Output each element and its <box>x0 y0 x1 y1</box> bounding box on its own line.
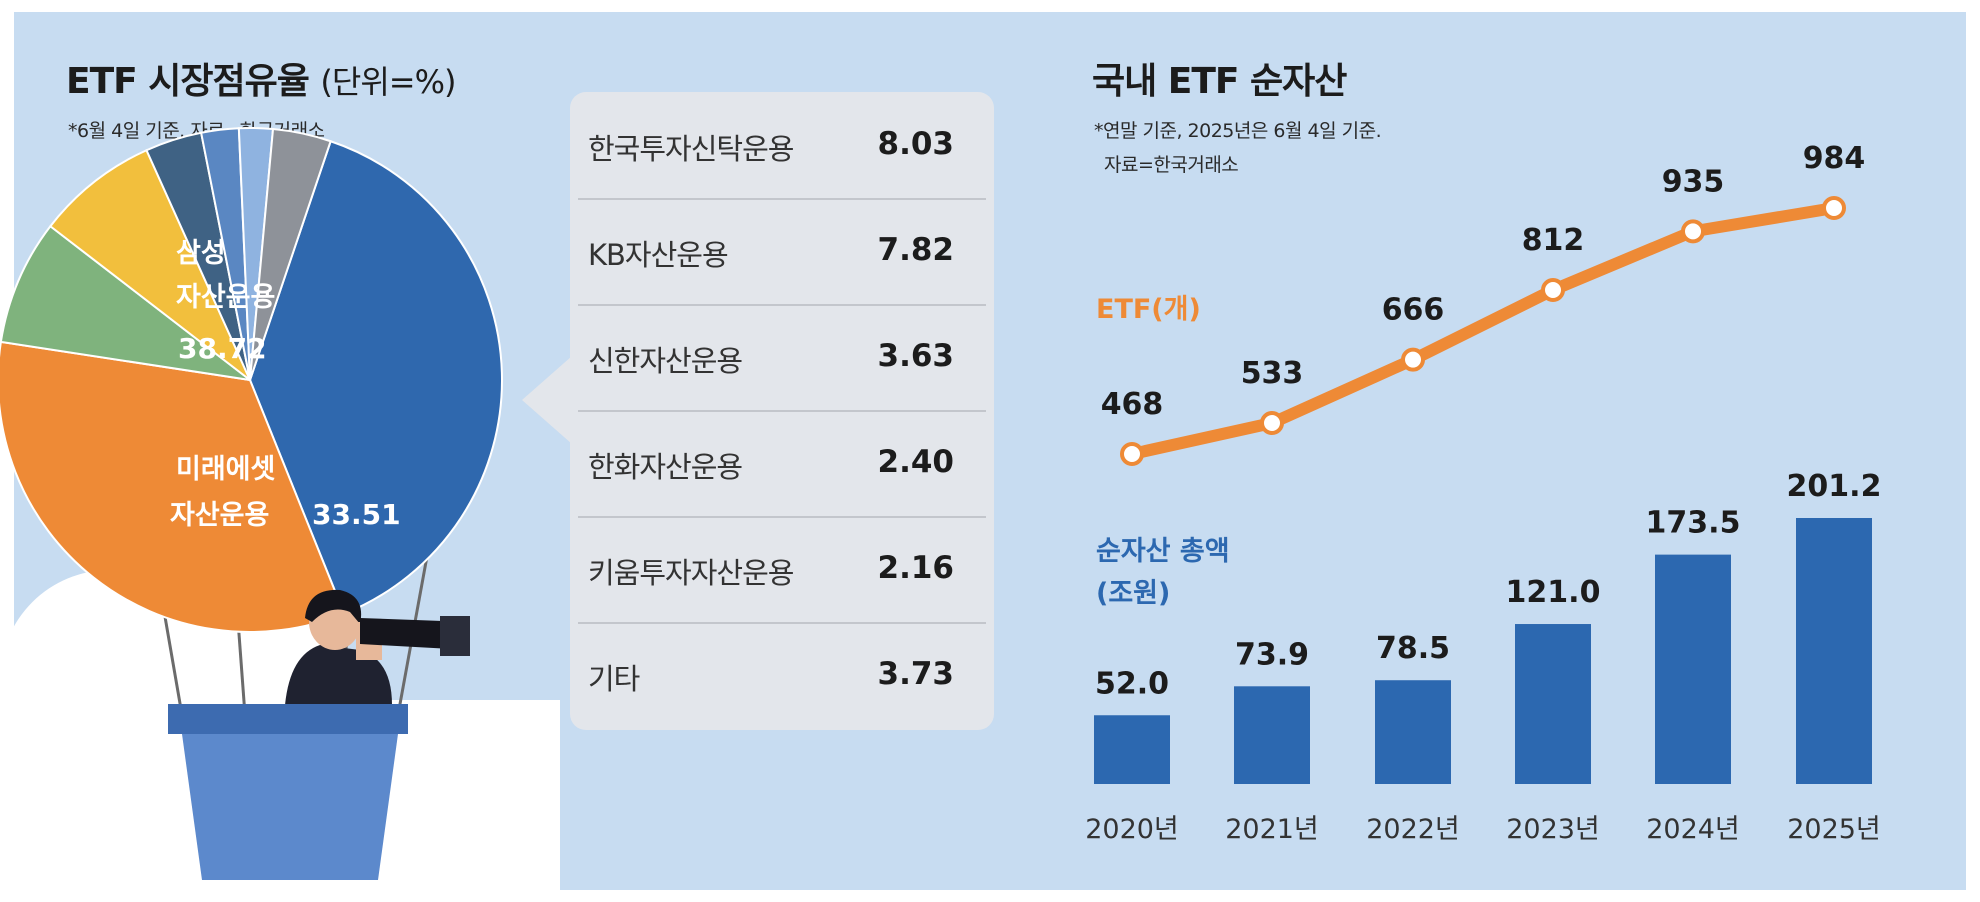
bar-value-label: 52.0 <box>1095 666 1169 701</box>
table-row-value: 7.82 <box>877 232 955 268</box>
x-tick-label: 2024년 <box>1646 814 1740 845</box>
table-divider <box>578 304 986 306</box>
table-row: 신한자산운용 3.63 <box>570 304 994 412</box>
bar-value-label: 121.0 <box>1506 575 1601 610</box>
line-value-label: 984 <box>1803 141 1866 176</box>
line-path <box>1126 202 1840 460</box>
share-table: 한국투자신탁운용 8.03 KB자산운용 7.82 신한자산운용 3.63 한화… <box>570 92 994 730</box>
table-divider <box>578 410 986 412</box>
panel-pointer <box>522 356 572 444</box>
net-title: 국내 ETF 순자산 <box>1092 61 1347 102</box>
share-title-text: ETF 시장점유율 <box>66 61 310 102</box>
pie-label-mirae-line1: 미래에셋 <box>176 454 276 485</box>
bar-series: 52.0 73.9 78.5 121.0 173.5 201.2 <box>1094 469 1881 784</box>
bar <box>1094 715 1170 784</box>
line-point <box>1681 219 1705 244</box>
table-row-value: 3.73 <box>877 656 955 692</box>
share-unit: (단위=%) <box>320 63 456 101</box>
pie-label-mirae-value: 33.51 <box>312 498 401 531</box>
table-row-name: 한국투자신탁운용 <box>588 132 794 166</box>
table-divider <box>578 516 986 518</box>
line-point <box>1260 411 1284 436</box>
line-point <box>1120 442 1144 466</box>
bar-value-label: 78.5 <box>1376 631 1450 666</box>
balloon-illustration: 삼성 자산운용 38.72 미래에셋 자산운용 33.51 <box>0 127 560 902</box>
x-tick-label: 2020년 <box>1085 814 1179 845</box>
table-row-value: 2.40 <box>877 444 955 480</box>
net-note-line2: 자료=한국거래소 <box>1104 154 1239 176</box>
pie-label-mirae-line2: 자산운용 <box>170 500 269 531</box>
line-value-label: 812 <box>1522 223 1585 258</box>
table-row-value: 3.63 <box>877 338 955 374</box>
pie-label-samsung-value: 38.72 <box>178 332 267 365</box>
bar <box>1234 686 1310 784</box>
pie-chart <box>0 127 503 633</box>
table-row: 한국투자신탁운용 8.03 <box>570 92 994 200</box>
x-tick-label: 2023년 <box>1506 814 1600 845</box>
line-point <box>1401 347 1425 372</box>
bar-value-label: 173.5 <box>1646 506 1741 541</box>
line-value-label: 468 <box>1101 387 1164 422</box>
table-row-name: 신한자산운용 <box>588 344 743 378</box>
x-tick-label: 2025년 <box>1787 814 1881 845</box>
line-value-label: 935 <box>1662 164 1725 199</box>
line-value-label: 666 <box>1382 293 1445 328</box>
bar-value-label: 201.2 <box>1787 469 1882 504</box>
table-divider <box>578 622 986 624</box>
bar <box>1655 554 1731 784</box>
pie-slice <box>249 127 332 381</box>
table-row-name: 한화자산운용 <box>588 450 743 484</box>
bar-value-label: 73.9 <box>1235 637 1309 672</box>
balloon-basket <box>168 704 408 880</box>
table-row-name: KB자산운용 <box>588 238 729 272</box>
line-series-label: ETF(개) <box>1096 294 1201 325</box>
table-row: 기타 3.73 <box>570 622 994 730</box>
table-row-name: 키움투자자산운용 <box>588 556 794 590</box>
bar <box>1796 518 1872 784</box>
table-row: 키움투자자산운용 2.16 <box>570 516 994 624</box>
table-divider <box>578 198 986 200</box>
person-with-telescope-illustration <box>285 589 470 705</box>
table-row-value: 8.03 <box>877 126 955 162</box>
table-row: 한화자산운용 2.40 <box>570 410 994 518</box>
table-row-name: 기타 <box>588 662 640 696</box>
table-row-value: 2.16 <box>877 550 955 586</box>
bar <box>1515 624 1591 784</box>
pie-label-samsung-line2: 자산운용 <box>176 282 275 313</box>
net-note-line1: *연말 기준, 2025년은 6월 4일 기준. <box>1094 120 1382 142</box>
x-tick-label: 2021년 <box>1225 814 1319 845</box>
line-value-label: 533 <box>1241 356 1304 391</box>
pie-slice <box>0 340 346 633</box>
share-title: ETF 시장점유율 (단위=%) <box>66 52 457 104</box>
x-tick-label: 2022년 <box>1366 814 1460 845</box>
line-series: 468 533 666 812 935 984 <box>1101 141 1866 466</box>
table-row: KB자산운용 7.82 <box>570 198 994 306</box>
line-point <box>1541 278 1565 302</box>
bar-series-label-line2: (조원) <box>1096 578 1170 609</box>
pie-label-samsung-line1: 삼성 <box>176 238 226 269</box>
x-axis: 2020년 2021년 2022년 2023년 2024년 2025년 <box>1085 814 1881 845</box>
pie-slice <box>0 224 251 381</box>
bar <box>1375 680 1451 784</box>
bar-series-label-line1: 순자산 총액 <box>1096 536 1230 567</box>
pie-slice <box>248 139 503 616</box>
line-point <box>1822 196 1846 220</box>
pie-slice <box>48 148 251 381</box>
